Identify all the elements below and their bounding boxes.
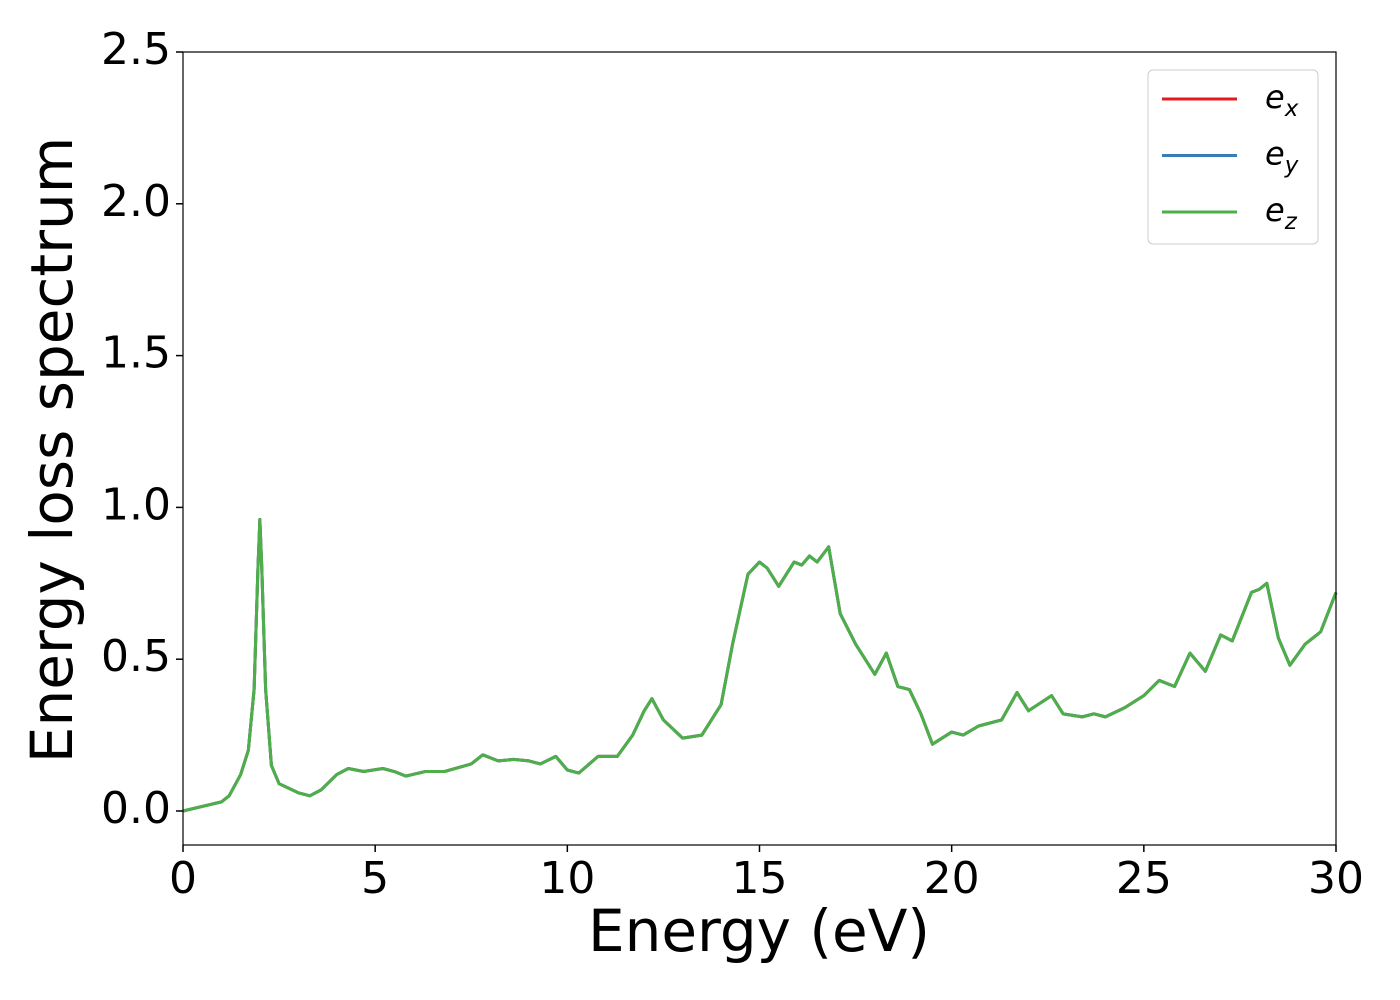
legend-label: ey bbox=[1265, 135, 1299, 179]
x-axis-label: Energy (eV) bbox=[588, 897, 930, 965]
x-tick-label: 25 bbox=[1116, 853, 1172, 904]
plot-frame bbox=[182, 51, 1337, 846]
x-tick-label: 30 bbox=[1308, 853, 1364, 904]
x-tick-label: 15 bbox=[732, 853, 788, 904]
y-tick-label: 2.0 bbox=[101, 176, 171, 227]
y-tick-label: 0.5 bbox=[101, 631, 171, 682]
x-tick-label: 20 bbox=[924, 853, 980, 904]
y-tick-label: 1.5 bbox=[101, 328, 171, 379]
x-tick-label: 10 bbox=[539, 853, 595, 904]
y-tick-label: 2.5 bbox=[101, 24, 171, 75]
legend-label: ex bbox=[1265, 78, 1299, 122]
y-tick-label: 1.0 bbox=[101, 479, 171, 530]
y-tick-label: 0.0 bbox=[101, 783, 171, 834]
x-tick-label: 0 bbox=[169, 853, 197, 904]
line-series bbox=[182, 518, 1338, 813]
legend-label: ez bbox=[1265, 191, 1298, 235]
x-tick-label: 5 bbox=[361, 853, 389, 904]
y-axis-label: Energy loss spectrum bbox=[18, 137, 86, 763]
